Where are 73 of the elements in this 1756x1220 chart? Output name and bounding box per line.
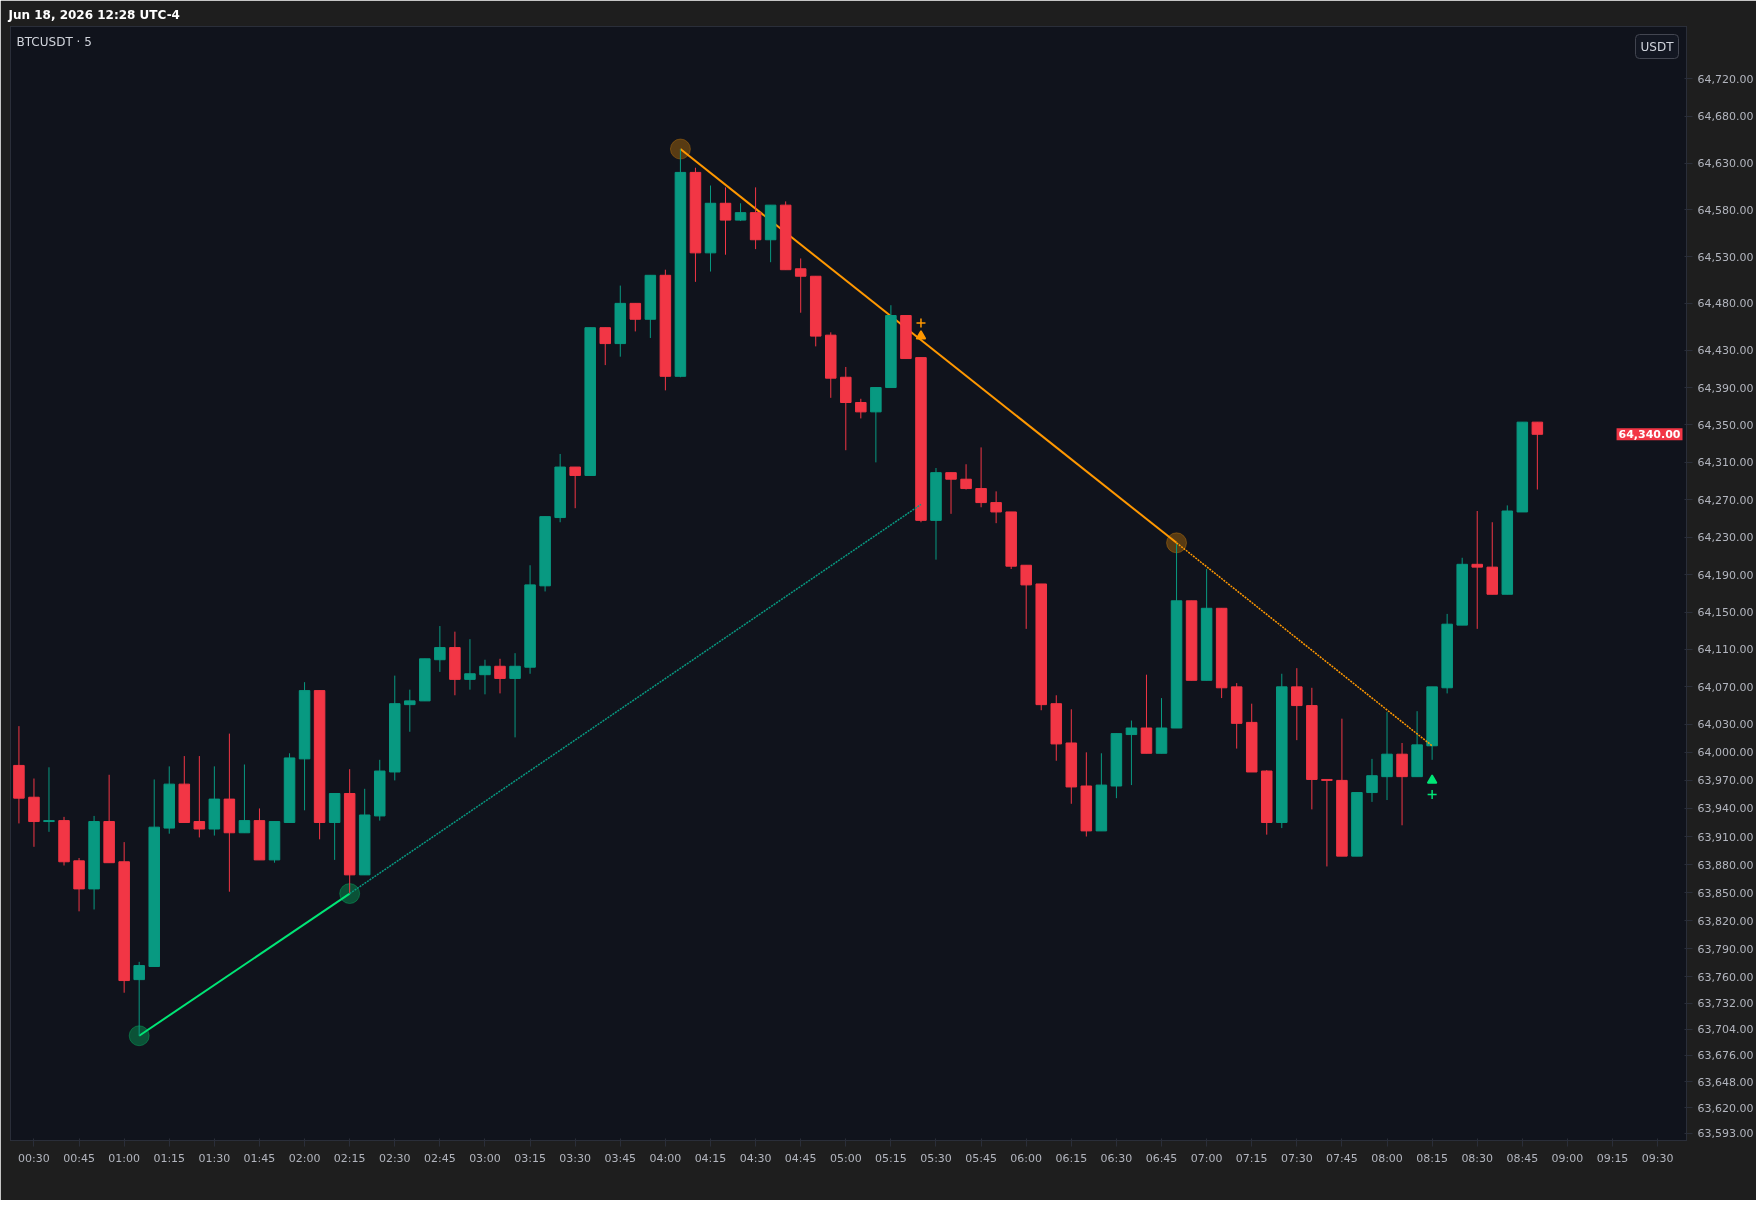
text: Jun 18, 2026 12:28 UTC-4 bbox=[7, 7, 180, 22]
y-tick-label: 63,820.00 bbox=[1697, 914, 1754, 928]
x-tick-label: 03:45 bbox=[604, 1151, 637, 1165]
y-tick-label: 64,030.00 bbox=[1697, 718, 1754, 732]
y-tick-label: 63,704.00 bbox=[1697, 1023, 1754, 1037]
x-tick-label: 02:15 bbox=[333, 1151, 366, 1165]
x-tick-label: 09:00 bbox=[1551, 1151, 1584, 1165]
y-tick-label: 64,720.00 bbox=[1697, 72, 1754, 86]
y-tick-label: 63,648.00 bbox=[1697, 1075, 1754, 1089]
y-tick-label: 64,310.00 bbox=[1697, 456, 1754, 470]
x-tick-label: 06:15 bbox=[1055, 1151, 1088, 1165]
x-tick-label: 08:30 bbox=[1461, 1151, 1494, 1165]
y-tick-label: 64,000.00 bbox=[1697, 746, 1754, 760]
y-tick-label: 64,350.00 bbox=[1697, 418, 1754, 432]
x-tick-label: 06:30 bbox=[1100, 1151, 1133, 1165]
x-tick-label: 01:30 bbox=[198, 1151, 231, 1165]
annotation: USDT bbox=[1640, 39, 1675, 54]
y-tick-label: 64,110.00 bbox=[1697, 643, 1754, 657]
y-tick-label: 64,070.00 bbox=[1697, 680, 1754, 694]
x-tick-label: 02:30 bbox=[378, 1151, 411, 1165]
x-tick-label: 00:45 bbox=[63, 1151, 95, 1165]
x-tick-label: 05:00 bbox=[829, 1151, 862, 1165]
y-tick-label: 63,790.00 bbox=[1697, 942, 1754, 956]
y-tick-label: 63,732.00 bbox=[1697, 997, 1754, 1010]
x-tick-label: 04:45 bbox=[784, 1151, 817, 1165]
x-tick-label: 06:00 bbox=[1010, 1151, 1043, 1165]
x-tick-label: 02:00 bbox=[288, 1151, 321, 1165]
x-tick-label: 01:15 bbox=[153, 1151, 186, 1165]
x-tick-label: 09:15 bbox=[1596, 1151, 1629, 1165]
x-tick-label: 05:45 bbox=[965, 1151, 997, 1165]
y-tick-label: 63,676.00 bbox=[1697, 1049, 1754, 1063]
x-tick-label: 07:15 bbox=[1235, 1151, 1268, 1165]
y-tick-label: 64,190.00 bbox=[1697, 568, 1754, 582]
x-tick-label: 08:15 bbox=[1416, 1151, 1448, 1165]
x-tick-label: 04:00 bbox=[649, 1151, 682, 1165]
x-tick-label: 04:30 bbox=[739, 1151, 772, 1165]
y-tick-label: 64,680.00 bbox=[1697, 110, 1754, 124]
x-tick-label: 03:30 bbox=[559, 1151, 592, 1165]
y-tick-label: 64,150.00 bbox=[1697, 606, 1754, 620]
y-tick-label: 64,430.00 bbox=[1697, 344, 1754, 358]
text: BTCUSDT · 5 bbox=[16, 34, 92, 49]
x-tick-label: 09:30 bbox=[1641, 1151, 1674, 1165]
x-tick-label: 02:45 bbox=[424, 1151, 456, 1165]
annotation: 64,340.00 bbox=[1618, 428, 1681, 442]
x-tick-label: 06:45 bbox=[1145, 1151, 1178, 1165]
y-tick-label: 63,940.00 bbox=[1697, 802, 1754, 816]
x-tick-label: 03:00 bbox=[469, 1151, 501, 1165]
x-tick-label: 04:15 bbox=[694, 1151, 727, 1165]
y-tick-label: 63,970.00 bbox=[1697, 774, 1754, 788]
y-tick-label: 64,480.00 bbox=[1697, 297, 1754, 311]
y-tick-label: 64,630.00 bbox=[1697, 157, 1754, 171]
y-tick-label: 63,593.00 bbox=[1697, 1127, 1754, 1141]
y-tick-label: 64,270.00 bbox=[1697, 493, 1754, 507]
x-tick-label: 08:45 bbox=[1506, 1151, 1539, 1165]
y-tick-label: 64,390.00 bbox=[1697, 381, 1754, 395]
x-tick-label: 05:30 bbox=[920, 1151, 952, 1165]
x-tick-label: 07:30 bbox=[1280, 1151, 1313, 1165]
x-tick-label: 05:15 bbox=[875, 1151, 907, 1165]
x-tick-label: 07:00 bbox=[1190, 1151, 1223, 1165]
y-tick-label: 63,880.00 bbox=[1697, 858, 1754, 872]
y-tick-label: 64,230.00 bbox=[1697, 531, 1754, 545]
x-tick-label: 01:45 bbox=[243, 1151, 276, 1165]
x-tick-label: 00:30 bbox=[18, 1151, 50, 1165]
y-tick-label: 63,760.00 bbox=[1697, 970, 1754, 984]
x-tick-label: 01:00 bbox=[108, 1151, 141, 1165]
y-tick-label: 64,530.00 bbox=[1697, 250, 1754, 264]
x-tick-label: 03:15 bbox=[514, 1151, 546, 1165]
y-tick-label: 63,850.00 bbox=[1697, 886, 1754, 900]
x-tick-label: 07:45 bbox=[1326, 1151, 1358, 1165]
y-tick-label: 63,910.00 bbox=[1697, 830, 1754, 844]
y-tick-label: 64,580.00 bbox=[1697, 203, 1754, 217]
x-tick-label: 08:00 bbox=[1371, 1151, 1403, 1165]
y-tick-label: 63,620.00 bbox=[1697, 1101, 1754, 1115]
